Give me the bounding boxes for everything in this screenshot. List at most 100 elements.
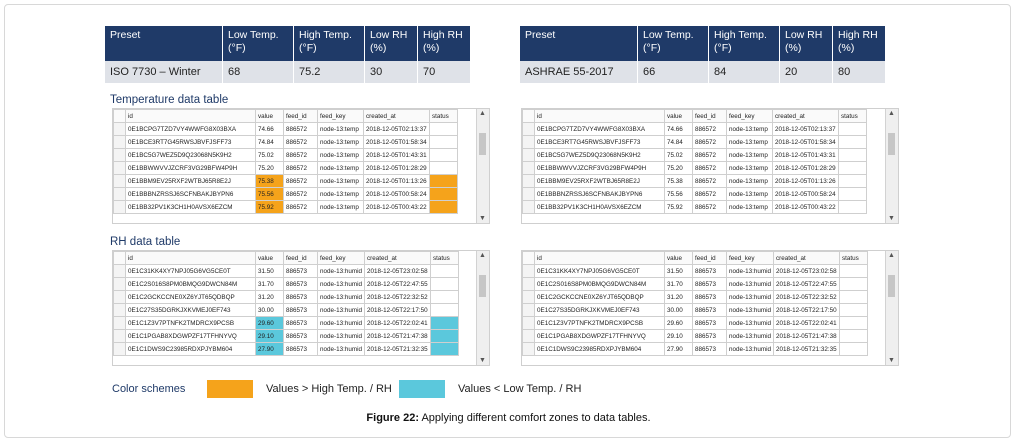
row-header[interactable] (522, 277, 535, 291)
row-header[interactable] (522, 174, 535, 188)
table-row[interactable]: 0E1C27S35DGRKJXKVMEJ0EF743 30.00 886573 nod… (113, 303, 460, 317)
column-header-status[interactable]: status (429, 109, 458, 123)
column-header-created-at[interactable]: created_at (773, 251, 841, 265)
rh-data-table-right[interactable]: id value feed_id feed_key created_at status 0E… (521, 250, 899, 366)
row-header[interactable] (113, 303, 126, 317)
column-header-status[interactable]: status (430, 251, 460, 265)
table-row[interactable]: 0E1BC5G7WEZ5D9Q23068N5K9H2 75.02 886572 nod… (522, 148, 867, 162)
table-row[interactable]: 0E1C1PGAB8XDGWPZF17TFHNYVQ 29.10 886573 nod… (113, 329, 460, 343)
table-row[interactable]: 0E1BB32PV1K3CH1H0AVSX6EZCM 75.92 886572 nod… (522, 200, 867, 214)
table-row[interactable]: 0E1C1DWS9C23985RDXPJYBM604 27.90 886573 nod… (113, 342, 460, 356)
scroll-down-icon[interactable]: ▼ (888, 357, 895, 364)
column-header-value[interactable]: value (255, 109, 284, 123)
column-header-created-at[interactable]: created_at (364, 251, 432, 265)
column-header-feed-id[interactable]: feed_id (692, 109, 727, 123)
column-header-feed-key[interactable]: feed_key (316, 251, 366, 265)
column-header-value[interactable]: value (664, 251, 693, 265)
row-header[interactable] (522, 290, 535, 304)
column-header-status[interactable]: status (838, 109, 867, 123)
column-header-created-at[interactable]: created_at (363, 109, 430, 123)
row-header[interactable] (522, 161, 535, 175)
table-row[interactable]: 0E1C27S35DGRKJXKVMEJ0EF743 30.00 886573 nod… (522, 303, 869, 317)
table-row[interactable]: 0E1C2GCKCCNE0XZ6YJT65QDBQP 31.20 886573 nod… (113, 290, 460, 304)
table-row[interactable]: 0E1C1Z3V7PTNFK2TMDRCX9PCSB 29.60 886573 nod… (522, 316, 869, 330)
row-header[interactable] (113, 122, 126, 136)
row-header[interactable] (113, 161, 126, 175)
scroll-down-icon[interactable]: ▼ (479, 215, 486, 222)
row-header[interactable] (522, 122, 535, 136)
scroll-up-icon[interactable]: ▲ (479, 110, 486, 117)
scrollbar-thumb[interactable] (479, 275, 486, 297)
column-header-id[interactable]: id (125, 251, 256, 265)
scrollbar-thumb[interactable] (888, 275, 895, 297)
table-row[interactable]: 0E1BCPG7TZD7VY4WWFG8X03BXA 74.66 886572 nod… (113, 122, 458, 136)
row-header[interactable] (113, 290, 126, 304)
table-row[interactable]: 0E1C1DWS9C23985RDXPJYBM604 27.90 886573 nod… (522, 342, 869, 356)
row-header[interactable] (113, 329, 126, 343)
table-row[interactable]: 0E1BCE3RT7G45RWSJBVFJSFF73 74.84 886572 nod… (522, 135, 867, 149)
scroll-up-icon[interactable]: ▲ (888, 110, 895, 117)
column-header-created-at[interactable]: created_at (772, 109, 839, 123)
scrollbar-thumb[interactable] (479, 133, 486, 155)
scroll-up-icon[interactable]: ▲ (888, 252, 895, 259)
vertical-scrollbar[interactable]: ▲ ▼ (476, 251, 489, 365)
table-row[interactable]: 0E1BBBNZRSSJ6SCFNBAKJBYPN6 75.56 886572 nod… (113, 187, 458, 201)
temperature-data-table-right[interactable]: id value feed_id feed_key created_at status 0E… (521, 108, 899, 224)
table-row[interactable]: 0E1BBM9EV25RXF2WTBJ65R8E2J 75.38 886572 nod… (113, 174, 458, 188)
column-header-value[interactable]: value (664, 109, 693, 123)
table-row[interactable]: 0E1BCPG7TZD7VY4WWFG8X03BXA 74.66 886572 nod… (522, 122, 867, 136)
row-header[interactable] (522, 200, 535, 214)
column-header-status[interactable]: status (839, 251, 869, 265)
table-row[interactable]: 0E1C31KK4XY7NPJ05G6VG5CE0T 31.50 886573 nod… (522, 264, 869, 278)
row-header[interactable] (522, 303, 535, 317)
table-row[interactable]: 0E1BCE3RT7G45RWSJBVFJSFF73 74.84 886572 nod… (113, 135, 458, 149)
table-row[interactable]: 0E1BB32PV1K3CH1H0AVSX6EZCM 75.92 886572 nod… (113, 200, 458, 214)
scrollbar-thumb[interactable] (888, 133, 895, 155)
table-row[interactable]: 0E1C2S016S8PM0BMQG9DWCN84M 31.70 886573 nod… (522, 277, 869, 291)
row-header[interactable] (522, 148, 535, 162)
table-row[interactable]: 0E1BC5G7WEZ5D9Q23068N5K9H2 75.02 886572 nod… (113, 148, 458, 162)
column-header-feed-key[interactable]: feed_key (726, 109, 773, 123)
column-header-feed-key[interactable]: feed_key (317, 109, 364, 123)
table-row[interactable]: 0E1C1PGAB8XDGWPZF17TFHNYVQ 29.10 886573 nod… (522, 329, 869, 343)
row-header[interactable] (113, 148, 126, 162)
row-header[interactable] (113, 174, 126, 188)
row-header[interactable] (113, 200, 126, 214)
table-row[interactable]: 0E1BBWWVVJZCRF3VG29BFW4P9H 75.20 886572 nod… (113, 161, 458, 175)
row-header[interactable] (113, 264, 126, 278)
row-header[interactable] (522, 329, 535, 343)
vertical-scrollbar[interactable]: ▲ ▼ (885, 251, 898, 365)
rh-data-table-left[interactable]: id value feed_id feed_key created_at status 0E… (112, 250, 490, 366)
scroll-down-icon[interactable]: ▼ (479, 357, 486, 364)
row-header[interactable] (113, 135, 126, 149)
column-header-feed-id[interactable]: feed_id (283, 109, 318, 123)
column-header-feed-id[interactable]: feed_id (692, 251, 727, 265)
table-row[interactable]: 0E1BBWWVVJZCRF3VG29BFW4P9H 75.20 886572 nod… (522, 161, 867, 175)
row-header[interactable] (522, 135, 535, 149)
vertical-scrollbar[interactable]: ▲ ▼ (885, 109, 898, 223)
table-row[interactable]: 0E1C2S016S8PM0BMQG9DWCN84M 31.70 886573 nod… (113, 277, 460, 291)
row-header[interactable] (113, 187, 126, 201)
column-header-id[interactable]: id (534, 109, 665, 123)
column-header-id[interactable]: id (125, 109, 256, 123)
row-header[interactable] (113, 316, 126, 330)
column-header-feed-key[interactable]: feed_key (725, 251, 775, 265)
scroll-up-icon[interactable]: ▲ (479, 252, 486, 259)
row-header[interactable] (522, 187, 535, 201)
vertical-scrollbar[interactable]: ▲ ▼ (476, 109, 489, 223)
scroll-down-icon[interactable]: ▼ (888, 215, 895, 222)
row-header[interactable] (522, 316, 535, 330)
table-row[interactable]: 0E1BBM9EV25RXF2WTBJ65R8E2J 75.38 886572 nod… (522, 174, 867, 188)
temperature-data-table-left[interactable]: id value feed_id feed_key created_at status 0E… (112, 108, 490, 224)
row-header[interactable] (522, 342, 535, 356)
table-row[interactable]: 0E1C2GCKCCNE0XZ6YJT65QDBQP 31.20 886573 nod… (522, 290, 869, 304)
row-header[interactable] (113, 277, 126, 291)
table-row[interactable]: 0E1C1Z3V7PTNFK2TMDRCX9PCSB 29.60 886573 nod… (113, 316, 460, 330)
row-header[interactable] (113, 342, 126, 356)
column-header-value[interactable]: value (255, 251, 284, 265)
column-header-id[interactable]: id (534, 251, 665, 265)
column-header-feed-id[interactable]: feed_id (283, 251, 318, 265)
row-header[interactable] (522, 264, 535, 278)
table-row[interactable]: 0E1BBBNZRSSJ6SCFNBAKJBYPN6 75.56 886572 nod… (522, 187, 867, 201)
table-row[interactable]: 0E1C31KK4XY7NPJ05G6VG5CE0T 31.50 886573 nod… (113, 264, 460, 278)
